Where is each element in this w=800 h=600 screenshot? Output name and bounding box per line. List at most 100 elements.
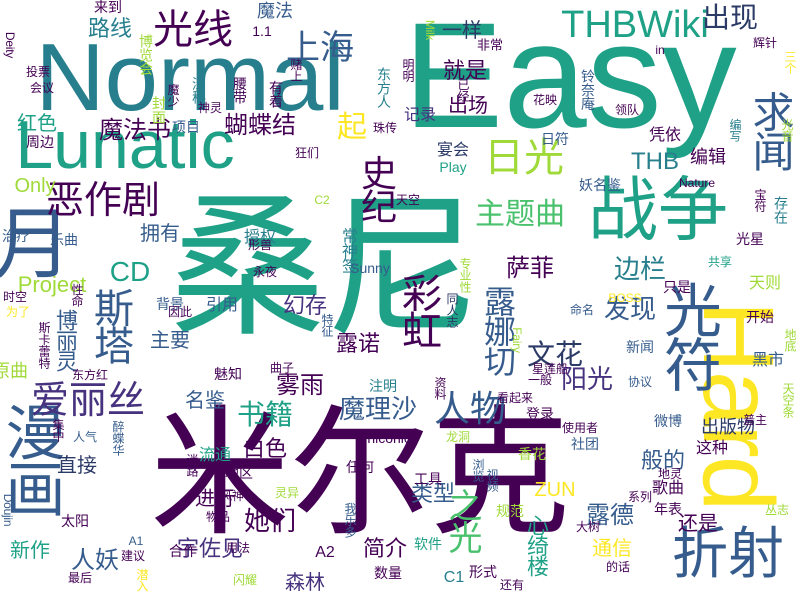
cloud-word: 有着 [267,80,283,108]
cloud-word: 幻存 [282,294,328,319]
cloud-word: 因此 [167,305,193,319]
cloud-word: 主要 [150,328,190,352]
cloud-word: 珠传 [372,121,398,135]
cloud-word: 已经 [456,78,470,102]
cloud-word: 的话 [605,560,631,574]
cloud-word: 一样 [442,18,482,42]
cloud-word: 曲子 [269,361,295,375]
cloud-word: 背景 [156,297,184,313]
cloud-word: 投票 [25,65,51,79]
cloud-word: 龙洞 [445,430,471,444]
cloud-word: 路线 [87,17,133,42]
cloud-word: 露娜切 [479,284,517,376]
cloud-word: 这种 [695,438,729,457]
cloud-word: 主题曲 [475,197,565,232]
cloud-word: 天空条 [781,382,795,418]
cloud-word: 治疗 [2,229,30,245]
cloud-word: 斯塔 [87,287,133,363]
cloud-word: 建议 [120,549,146,563]
cloud-word: 太阳 [61,514,89,530]
cloud-word: 专业性 [458,257,472,293]
cloud-word: 登录 [526,407,554,423]
cloud-word: 规范 [496,504,524,520]
cloud-word: 闪耀 [232,573,258,587]
cloud-word: 神灵 [197,101,223,115]
cloud-word: 非常 [476,38,504,54]
cloud-word: 特征 [320,313,334,337]
cloud-word: 出版物 [701,417,755,438]
cloud-word: 恶作剧 [45,178,161,222]
cloud-word: 赌上 [289,58,303,82]
cloud-word: 类型 [410,482,456,507]
cloud-word: 宴会 [436,140,470,159]
cloud-word: 编辑 [690,147,726,168]
cloud-word: BOSS [608,291,642,305]
cloud-word: 视频 [485,468,499,492]
cloud-word: 新作 [10,538,50,562]
cloud-word: 乐曲 [50,233,78,249]
cloud-word: 出现 [701,1,759,34]
cloud-word: ZUN [534,479,576,501]
cloud-word: 发现 [603,295,657,325]
cloud-word: 原曲 [0,361,28,382]
cloud-word: 开始 [746,310,774,326]
cloud-word: 狂们 [294,146,320,160]
cloud-word: 上海 [286,28,354,68]
cloud-word: 彩虹 [395,272,441,348]
cloud-word: 光音 [780,118,794,142]
cloud-word: 还有 [499,578,525,592]
cloud-word: 起 [337,110,367,145]
cloud-word: 性命 [70,283,84,307]
cloud-word: Play [439,159,467,175]
cloud-word: 风神 [219,489,245,503]
cloud-word: 她们 [243,507,297,537]
cloud-word: 花映 [532,93,558,107]
cloud-word: 人气 [72,430,98,444]
cloud-word: 任何 [346,460,374,476]
cloud-word: 魔法 [257,1,293,22]
cloud-word: 浏览 [471,458,485,482]
cloud-word: 物品 [205,510,231,524]
cloud-word: 来到 [94,0,122,16]
cloud-word: 魅知 [214,367,242,383]
cloud-word: 灵异 [274,486,300,500]
cloud-word: 授权 [243,227,277,246]
cloud-word: 边栏 [613,255,667,285]
cloud-word: 地灵 [657,467,683,481]
cloud-word: 蝴蝶结 [224,111,296,139]
cloud-word: Hard [682,300,794,510]
cloud-word: 工具 [414,472,442,488]
cloud-word: 魔少 [166,83,180,107]
cloud-word: 新闻 [626,340,654,356]
cloud-word: 集中 [51,418,65,442]
cloud-word: 我乐多 [343,502,357,538]
cloud-word: 只是 [663,280,691,296]
cloud-word: 地底 [783,328,797,352]
cloud-word: 明明 [401,58,415,82]
cloud-word: 编写 [728,118,742,142]
cloud-word: 漫画 [0,401,65,515]
cloud-word: THB [631,148,679,175]
cloud-word: 博览会 [137,34,153,76]
cloud-word: 日符 [541,132,569,148]
cloud-word: 光线 [153,7,233,53]
cloud-word: 名鉴 [185,388,225,412]
cloud-word: 露诺 [335,332,381,357]
cloud-word: C2 [314,193,330,207]
cloud-word: 时空 [2,290,28,304]
cloud-word: 露德 [586,501,634,529]
cloud-word: in [655,43,665,57]
cloud-word: 萨菲 [506,254,554,282]
cloud-word: Only [14,175,56,197]
cloud-word: 米尔克 [149,393,571,556]
cloud-word: 雾雨 [276,371,324,399]
cloud-word: 歌曲 [651,478,685,497]
cloud-word: Deity [3,31,17,59]
cloud-word: 宝符 [753,188,767,212]
cloud-word: 红色 [17,111,57,135]
cloud-word: 就是 [442,59,488,84]
cloud-word: 项目 [172,120,200,136]
cloud-word: 资料 [433,376,447,400]
cloud-word: 周边 [26,135,54,151]
